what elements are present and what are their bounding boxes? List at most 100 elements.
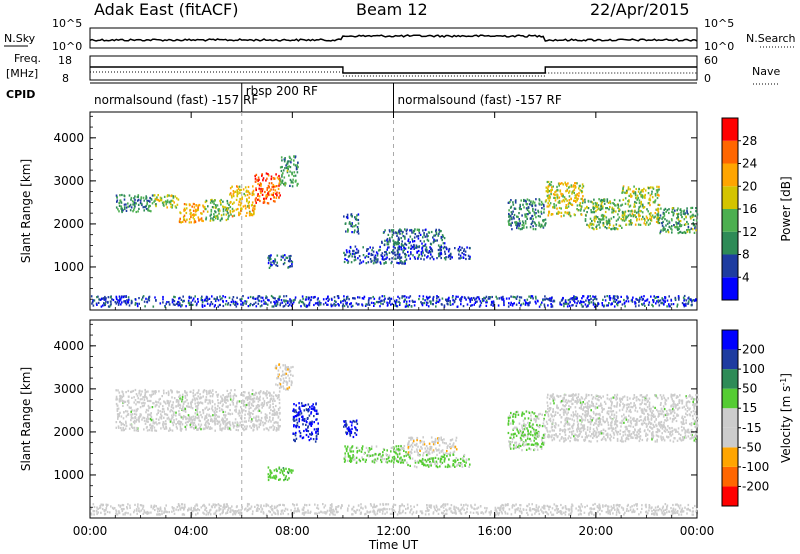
xtick-label-2: 08:00 [275, 524, 310, 538]
velocity-patch-10 [90, 502, 698, 516]
velocity-cbar-tick-label-3: 15 [742, 401, 757, 415]
xtick-label-1: 04:00 [174, 524, 209, 538]
xlabel: Time UT [368, 538, 419, 552]
power-patch-0 [115, 193, 155, 214]
freq-unit: [MHz] [6, 67, 38, 80]
power-patch-7 [267, 254, 294, 269]
velocity-ytick-label-2: 3000 [53, 382, 84, 396]
velocity-colorbar-swatch-0 [722, 486, 738, 506]
freq-label: Freq. [14, 52, 41, 65]
power-patch-3 [204, 198, 230, 222]
velocity-colorbar-swatch-5 [722, 388, 738, 409]
xtick-label-0: 00:00 [73, 524, 108, 538]
velocity-colorbar-swatch-4 [722, 408, 738, 428]
power-colorbar-label: Power [dB] [779, 176, 793, 241]
power-patch-1 [153, 194, 180, 209]
power-ytick-label-0: 1000 [53, 260, 84, 274]
nave-label: Nave [752, 65, 780, 78]
xtick-label-3: 12:00 [376, 524, 411, 538]
power-patch-11 [407, 245, 471, 261]
power-colorbar-label-main: Power [dB] [779, 176, 793, 241]
power-ytick-label-3: 4000 [53, 131, 84, 145]
xtick-label-5: 20:00 [579, 524, 614, 538]
nave-trace [90, 71, 697, 77]
cpid-segment-3: normalsound (fast) -157 RF [398, 93, 562, 107]
nsky-panel-frame [89, 27, 698, 49]
velocity-colorbar-label-sup: -1 [779, 378, 788, 386]
power-ylabel: Slant Range [km] [19, 159, 33, 263]
power-colorbar-swatch-6 [722, 140, 738, 164]
power-cbar-tick-label-1: 8 [742, 248, 750, 262]
power-patch-17 [90, 294, 697, 308]
freq-tick-bottom: 8 [62, 72, 69, 85]
velocity-cbar-tick-label-1: 100 [742, 362, 765, 376]
nave-tick-top: 60 [704, 54, 718, 67]
nsearch-tick-bottom: 10^0 [704, 40, 734, 53]
power-colorbar-swatch-5 [722, 163, 738, 187]
power-cbar-tick-label-4: 20 [742, 179, 757, 193]
cpid-segment-2: rbsp 200 RF [246, 84, 318, 98]
power-patch-15 [621, 185, 661, 226]
power-cbar-tick-label-5: 24 [742, 157, 757, 171]
power-patch-16 [659, 206, 699, 235]
xtick-label-6: 00:00 [680, 524, 715, 538]
velocity-colorbar-label-main: Velocity [m s [779, 386, 793, 463]
velocity-colorbar-frame [721, 329, 739, 507]
freq-panel-frame [89, 55, 698, 81]
velocity-cbar-tick-label-4: -15 [742, 421, 762, 435]
power-patch-6 [279, 155, 299, 188]
power-patch-2 [178, 202, 206, 224]
nsky-trace [89, 34, 698, 42]
power-colorbar-swatch-7 [722, 118, 738, 141]
velocity-patch-6 [407, 436, 458, 456]
nsky-tick-top: 10^5 [52, 17, 82, 30]
nsky-tick-bottom: 10^0 [52, 40, 82, 53]
velocity-cbar-tick-label-7: -200 [742, 479, 769, 493]
power-ytick-label-2: 3000 [53, 174, 84, 188]
beam-title: Beam 12 [356, 0, 428, 19]
velocity-colorbar-label-end: ] [779, 373, 793, 378]
velocity-patch-3 [267, 466, 294, 482]
power-patch-9 [343, 245, 408, 265]
velocity-ylabel: Slant Range [km] [19, 367, 33, 471]
xtick-label-4: 16:00 [477, 524, 512, 538]
power-patch-14 [583, 198, 623, 231]
power-patch-10 [381, 228, 446, 248]
power-patch-5 [254, 172, 281, 205]
freq-tick-top: 18 [58, 54, 72, 67]
velocity-patch-7 [407, 453, 471, 469]
power-colorbar-swatch-1 [722, 254, 738, 278]
power-patch-4 [229, 185, 256, 218]
velocity-patch-2 [292, 402, 319, 443]
velocity-patch-0 [115, 388, 281, 432]
velocity-cbar-tick-label-0: 200 [742, 343, 765, 357]
velocity-patch-5 [343, 444, 408, 464]
station-title: Adak East (fitACF) [94, 0, 239, 19]
power-colorbar-swatch-0 [722, 277, 738, 300]
velocity-ytick-label-0: 1000 [53, 468, 84, 482]
velocity-cbar-tick-label-6: -100 [742, 460, 769, 474]
power-cbar-tick-label-2: 12 [742, 225, 757, 239]
nsearch-tick-top: 10^5 [704, 17, 734, 30]
power-colorbar-swatch-4 [722, 186, 738, 209]
velocity-colorbar-swatch-7 [722, 349, 738, 370]
power-patch-12 [507, 198, 547, 231]
nsearch-label: N.Search [746, 32, 796, 45]
velocity-patch-1 [274, 363, 294, 391]
velocity-patch-4 [343, 419, 359, 439]
velocity-colorbar-swatch-8 [722, 330, 738, 350]
power-cbar-tick-label-0: 4 [742, 270, 750, 284]
power-patch-13 [545, 180, 585, 218]
nave-tick-bottom: 0 [704, 72, 711, 85]
nsky-label: N.Sky [4, 32, 36, 45]
cpid-label: CPID [6, 88, 35, 101]
velocity-colorbar-label: Velocity [m s-1] [779, 373, 794, 463]
velocity-ytick-label-3: 4000 [53, 339, 84, 353]
velocity-colorbar-swatch-1 [722, 466, 738, 487]
velocity-cbar-tick-label-5: -50 [742, 440, 762, 454]
power-colorbar-swatch-3 [722, 209, 738, 232]
velocity-colorbar-swatch-2 [722, 447, 738, 467]
date-title: 22/Apr/2015 [590, 0, 690, 19]
cpid-segment-1: normalsound (fast) -157 RF [94, 93, 258, 107]
